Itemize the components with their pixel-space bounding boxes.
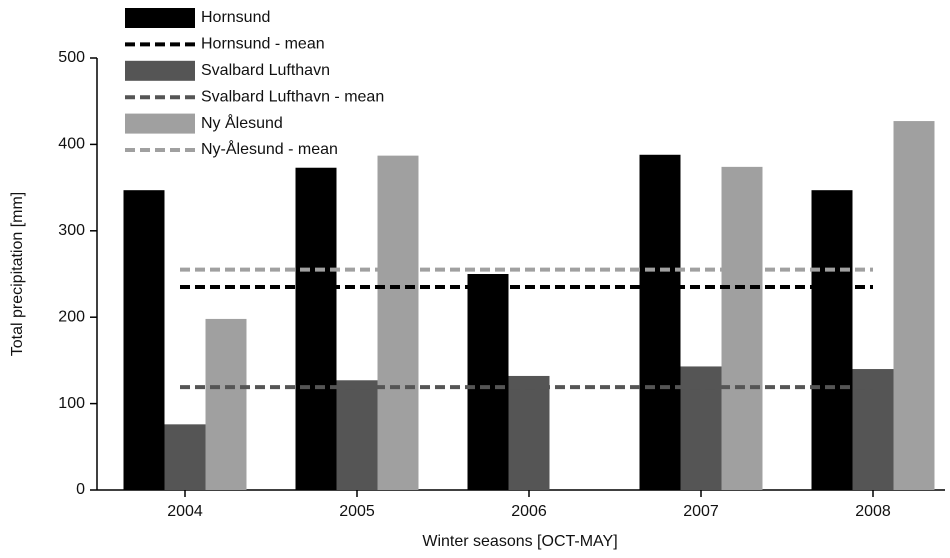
bar xyxy=(123,190,165,490)
x-tick-label: 2006 xyxy=(511,503,547,520)
bar xyxy=(811,190,853,490)
x-tick-label: 2005 xyxy=(339,503,375,520)
bar xyxy=(377,155,419,490)
x-tick-label: 2007 xyxy=(683,503,719,520)
bar xyxy=(852,369,894,490)
bar xyxy=(467,274,509,490)
y-tick-label: 300 xyxy=(58,222,85,239)
legend-label: Hornsund xyxy=(201,9,270,26)
y-axis-label: Total precipitation [mm] xyxy=(9,192,26,357)
legend-label: Svalbard Lufthavn xyxy=(201,62,330,79)
bar xyxy=(721,166,763,490)
legend-label: Ny Ålesund xyxy=(201,113,283,132)
x-axis-label: Winter seasons [OCT-MAY] xyxy=(422,533,617,550)
y-tick-label: 100 xyxy=(58,395,85,412)
legend-swatch xyxy=(125,60,195,81)
bar xyxy=(893,121,935,491)
bar xyxy=(336,380,378,490)
y-tick-label: 0 xyxy=(76,481,85,498)
bar xyxy=(639,154,681,490)
x-tick-label: 2008 xyxy=(855,503,891,520)
bar xyxy=(164,424,206,490)
legend-label: Ny-Ålesund - mean xyxy=(201,139,338,158)
bar xyxy=(295,167,337,490)
y-tick-label: 200 xyxy=(58,308,85,325)
legend-label: Svalbard Lufthavn - mean xyxy=(201,88,384,105)
legend-swatch xyxy=(125,8,195,28)
y-tick-label: 400 xyxy=(58,136,85,153)
legend-swatch xyxy=(125,113,195,134)
bar xyxy=(680,366,722,490)
bar xyxy=(508,375,550,490)
legend-label: Hornsund - mean xyxy=(201,36,325,53)
y-tick-label: 500 xyxy=(58,49,85,66)
x-tick-label: 2004 xyxy=(167,503,203,520)
bar xyxy=(205,318,247,490)
